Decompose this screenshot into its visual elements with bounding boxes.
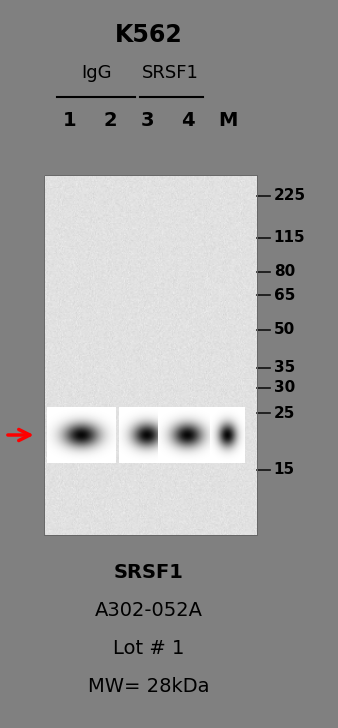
Text: 1: 1 xyxy=(63,111,76,130)
Text: SRSF1: SRSF1 xyxy=(142,64,199,82)
Text: 30: 30 xyxy=(274,381,295,395)
Text: 25: 25 xyxy=(274,405,295,421)
Text: 65: 65 xyxy=(274,288,295,303)
Text: 35: 35 xyxy=(274,360,295,376)
Text: 115: 115 xyxy=(274,231,306,245)
Text: 50: 50 xyxy=(274,323,295,338)
Text: 80: 80 xyxy=(274,264,295,280)
Text: Lot # 1: Lot # 1 xyxy=(113,638,185,657)
Text: K562: K562 xyxy=(115,23,183,47)
Text: 15: 15 xyxy=(274,462,295,478)
Text: SRSF1: SRSF1 xyxy=(114,563,184,582)
Bar xyxy=(44,175,257,535)
Text: 3: 3 xyxy=(140,111,154,130)
Text: MW= 28kDa: MW= 28kDa xyxy=(88,676,210,695)
Text: 2: 2 xyxy=(103,111,117,130)
Text: IgG: IgG xyxy=(81,64,112,82)
Text: 225: 225 xyxy=(274,189,306,204)
Text: 4: 4 xyxy=(181,111,194,130)
Text: A302-052A: A302-052A xyxy=(95,601,203,620)
Text: M: M xyxy=(218,111,238,130)
